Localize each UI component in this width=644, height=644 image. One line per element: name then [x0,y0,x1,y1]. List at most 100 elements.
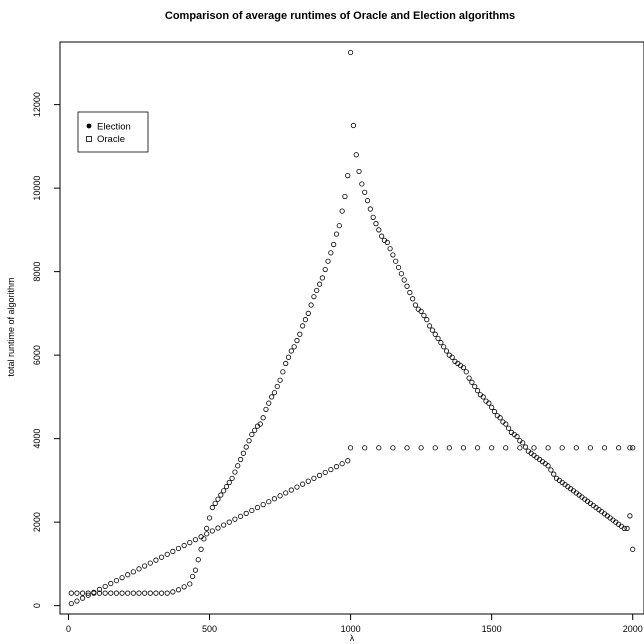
data-point-election [266,400,272,406]
data-point-election [359,181,365,187]
data-point-oracle [237,513,244,519]
data-point-oracle [187,540,193,546]
data-point-election [302,317,309,323]
series-election [68,49,636,596]
data-point-election [263,406,269,413]
data-point-election [119,590,125,596]
data-point-oracle [266,499,272,505]
data-point-election [91,590,97,596]
data-point-election [469,379,475,385]
y-tick-label: 4000 [32,429,42,449]
data-point-oracle [170,548,176,554]
data-point-oracle [300,481,306,487]
data-point-election [373,221,379,227]
data-point-election [271,390,278,396]
x-tick-label: 1000 [341,624,361,634]
data-point-election [630,546,636,552]
data-point-election [472,383,478,390]
data-point-election [505,425,512,431]
data-point-oracle [545,445,551,451]
data-point-election [339,208,345,214]
data-point-election [466,375,472,381]
data-point-election [333,231,340,237]
x-tick-label: 0 [66,624,71,634]
data-point-oracle [153,557,159,563]
data-point-election [545,463,551,469]
data-point-oracle [108,580,114,587]
data-point-election [421,312,427,319]
legend-label-election: Election [97,122,131,133]
y-tick-label: 10000 [32,176,42,201]
data-point-election [113,590,120,596]
data-point-election [407,289,413,296]
data-point-oracle [288,487,294,493]
data-point-election [627,513,633,519]
data-point-election [85,590,91,596]
data-point-oracle [311,475,317,481]
data-point-election [221,488,227,494]
data-point-oracle [489,445,495,451]
y-tick-label: 8000 [32,262,42,282]
data-point-election [195,557,201,563]
data-point-oracle [345,458,351,464]
data-point-election [223,484,230,490]
data-point-oracle [74,598,80,604]
legend: Election Oracle [77,111,149,153]
data-point-oracle [390,445,396,451]
data-point-election [551,471,557,477]
y-tick-label: 6000 [32,345,42,365]
y-tick-label: 2000 [32,512,42,532]
data-point-election [209,504,215,511]
data-point-oracle [316,472,323,478]
data-point-election [362,189,368,195]
data-point-oracle [79,595,86,601]
data-point-election [226,479,232,486]
data-point-election [79,590,86,596]
data-point-election [283,360,289,367]
data-point-election [246,438,252,444]
data-point-oracle [68,600,74,607]
legend-marker-election [86,123,92,129]
data-point-oracle [376,445,382,451]
data-point-election [235,463,241,469]
x-tick-label: 500 [202,624,217,634]
data-point-election [404,283,410,289]
data-point-election [316,281,323,287]
data-point-election [305,310,311,316]
data-point-oracle [96,586,103,592]
data-point-oracle [158,554,165,560]
data-point-election [322,266,328,273]
data-point-oracle [630,445,636,451]
data-point-election [435,335,441,342]
data-point-oracle [587,445,593,451]
data-point-election [189,573,196,580]
data-point-election [367,206,373,212]
data-point-election [308,302,314,308]
data-point-oracle [243,510,249,516]
data-point-oracle [113,577,120,584]
data-point-oracle [164,551,170,557]
data-point-oracle [339,461,345,467]
data-point-election [364,198,371,204]
data-point-oracle [517,445,523,451]
data-point-election [387,246,393,252]
data-point-oracle [283,490,289,496]
data-point-oracle [271,496,278,502]
data-point-election [198,546,204,552]
data-point-election [331,241,337,248]
data-point-election [187,581,193,587]
data-point-election [350,122,357,129]
data-point-election [441,344,447,350]
data-point-election [136,590,142,596]
data-point-election [325,258,331,264]
data-point-oracle [226,519,232,525]
data-point-election [252,427,258,433]
data-point-election [429,327,436,333]
data-point-election [232,469,238,475]
data-point-election [68,590,74,596]
data-point-election [204,525,210,532]
data-point-election [336,223,342,229]
x-tick-label: 1500 [482,624,502,634]
data-point-election [395,264,402,271]
data-point-election [201,536,207,542]
